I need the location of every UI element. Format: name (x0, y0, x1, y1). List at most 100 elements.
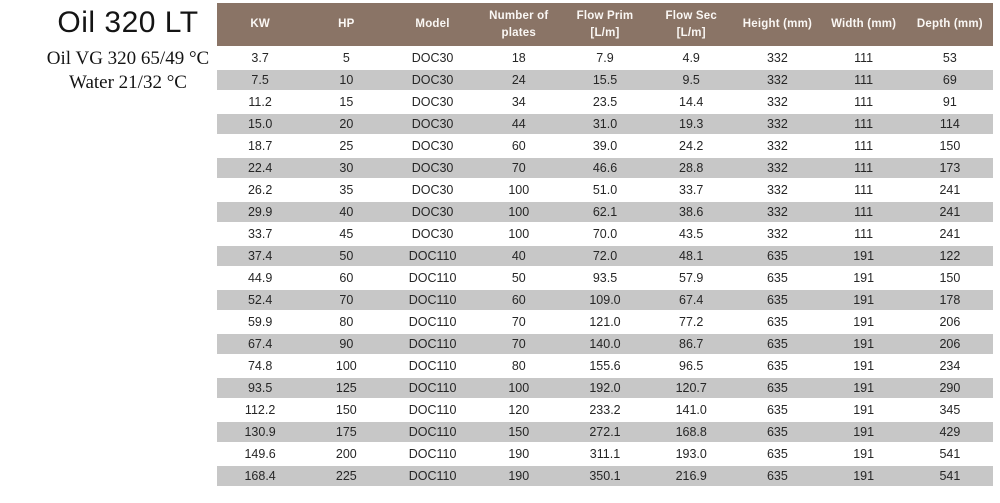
table-cell: 15.5 (561, 70, 649, 90)
table-cell: 14.4 (648, 92, 735, 112)
table-cell: 7.9 (561, 48, 649, 68)
table-cell: 5 (303, 48, 390, 68)
table-row: 149.6 200 DOC110 190 311.1 193.0 635 191 541 (217, 444, 993, 464)
column-header: Height (mm) (734, 3, 821, 46)
table-cell: 93.5 (561, 268, 649, 288)
table-cell: 74.8 (217, 356, 304, 376)
table-cell: 125 (303, 378, 390, 398)
table-cell: 70 (475, 312, 562, 332)
table-row: 3.7 5 DOC30 18 7.9 4.9 332 111 53 (217, 48, 993, 68)
table-cell: 38.6 (648, 202, 735, 222)
table-cell: 100 (475, 224, 562, 244)
table-cell: DOC110 (389, 378, 476, 398)
table-row: 130.9 175 DOC110 150 272.1 168.8 635 191 429 (217, 422, 993, 442)
table-cell: 111 (820, 48, 907, 68)
column-header: Width (mm) (820, 3, 907, 46)
table-cell: 332 (734, 48, 821, 68)
table-cell: 168.8 (648, 422, 735, 442)
table-cell: 168.4 (217, 466, 304, 486)
table-cell: 635 (734, 356, 821, 376)
table-cell: 114 (906, 114, 993, 134)
table-cell: 69 (906, 70, 993, 90)
table-row: 37.4 50 DOC110 40 72.0 48.1 635 191 122 (217, 246, 993, 266)
table-cell: 120.7 (648, 378, 735, 398)
table-cell: 24.2 (648, 136, 735, 156)
table-cell: 20 (303, 114, 390, 134)
table-cell: 120 (475, 400, 562, 420)
table-cell: 90 (303, 334, 390, 354)
table-cell: 67.4 (648, 290, 735, 310)
table-cell: 191 (820, 312, 907, 332)
table-cell: 109.0 (561, 290, 649, 310)
table-cell: 191 (820, 378, 907, 398)
table-cell: 635 (734, 466, 821, 486)
table-cell: 111 (820, 158, 907, 178)
column-header: Flow Sec [L/m] (648, 3, 735, 46)
table-row: 52.4 70 DOC110 60 109.0 67.4 635 191 178 (217, 290, 993, 310)
column-header: Model (389, 3, 476, 46)
column-header-line: Number of (489, 10, 549, 23)
table-row: 168.4 225 DOC110 190 350.1 216.9 635 191 541 (217, 466, 993, 486)
table-cell: 19.3 (648, 114, 735, 134)
table-cell: 40 (303, 202, 390, 222)
spec-table: KW HP Model Number of plates Flow Prim [L/m] Fl… (217, 1, 993, 488)
table-cell: 191 (820, 356, 907, 376)
table-cell: 541 (906, 444, 993, 464)
table-cell: 311.1 (561, 444, 649, 464)
table-cell: DOC30 (389, 136, 476, 156)
table-cell: 11.2 (217, 92, 304, 112)
table-cell: 4.9 (648, 48, 735, 68)
table-cell: 34 (475, 92, 562, 112)
table-cell: 111 (820, 202, 907, 222)
table-cell: 40 (475, 246, 562, 266)
table-cell: 29.9 (217, 202, 304, 222)
table-row: 93.5 125 DOC110 100 192.0 120.7 635 191 290 (217, 378, 993, 398)
table-cell: 28.8 (648, 158, 735, 178)
table-row: 29.9 40 DOC30 100 62.1 38.6 332 111 241 (217, 202, 993, 222)
column-header-line: Model (415, 18, 450, 31)
table-cell: 60 (303, 268, 390, 288)
table-cell: 60 (475, 290, 562, 310)
table-cell: 635 (734, 334, 821, 354)
table-cell: 241 (906, 202, 993, 222)
table-cell: 111 (820, 114, 907, 134)
table-cell: 150 (303, 400, 390, 420)
table-cell: 150 (475, 422, 562, 442)
table-row: 74.8 100 DOC110 80 155.6 96.5 635 191 234 (217, 356, 993, 376)
table-cell: 332 (734, 70, 821, 90)
column-header-line: HP (338, 18, 355, 31)
table-cell: DOC110 (389, 312, 476, 332)
table-cell: 332 (734, 224, 821, 244)
table-cell: 100 (475, 180, 562, 200)
table-cell: 332 (734, 202, 821, 222)
table-cell: 290 (906, 378, 993, 398)
table-row: 44.9 60 DOC110 50 93.5 57.9 635 191 150 (217, 268, 993, 288)
table-row: 67.4 90 DOC110 70 140.0 86.7 635 191 206 (217, 334, 993, 354)
table-cell: 70 (303, 290, 390, 310)
table-cell: 35 (303, 180, 390, 200)
table-cell: 190 (475, 466, 562, 486)
table-cell: 149.6 (217, 444, 304, 464)
table-cell: DOC30 (389, 158, 476, 178)
table-cell: 112.2 (217, 400, 304, 420)
table-cell: 91 (906, 92, 993, 112)
table-cell: DOC30 (389, 224, 476, 244)
table-cell: 350.1 (561, 466, 649, 486)
table-cell: 59.9 (217, 312, 304, 332)
table-cell: 96.5 (648, 356, 735, 376)
table-cell: 150 (906, 136, 993, 156)
table-cell: 93.5 (217, 378, 304, 398)
column-header-line: plates (501, 26, 536, 39)
oil-spec-line: Oil VG 320 65/49 °C (46, 48, 210, 69)
table-cell: 191 (820, 290, 907, 310)
table-cell: 111 (820, 136, 907, 156)
table-cell: 111 (820, 224, 907, 244)
table-cell: DOC30 (389, 70, 476, 90)
table-cell: 191 (820, 422, 907, 442)
table-cell: 192.0 (561, 378, 649, 398)
table-cell: 9.5 (648, 70, 735, 90)
table-cell: 48.1 (648, 246, 735, 266)
table-cell: 234 (906, 356, 993, 376)
table-cell: 225 (303, 466, 390, 486)
spec-table-head: KW HP Model Number of plates Flow Prim [L/m] Fl… (217, 3, 993, 46)
